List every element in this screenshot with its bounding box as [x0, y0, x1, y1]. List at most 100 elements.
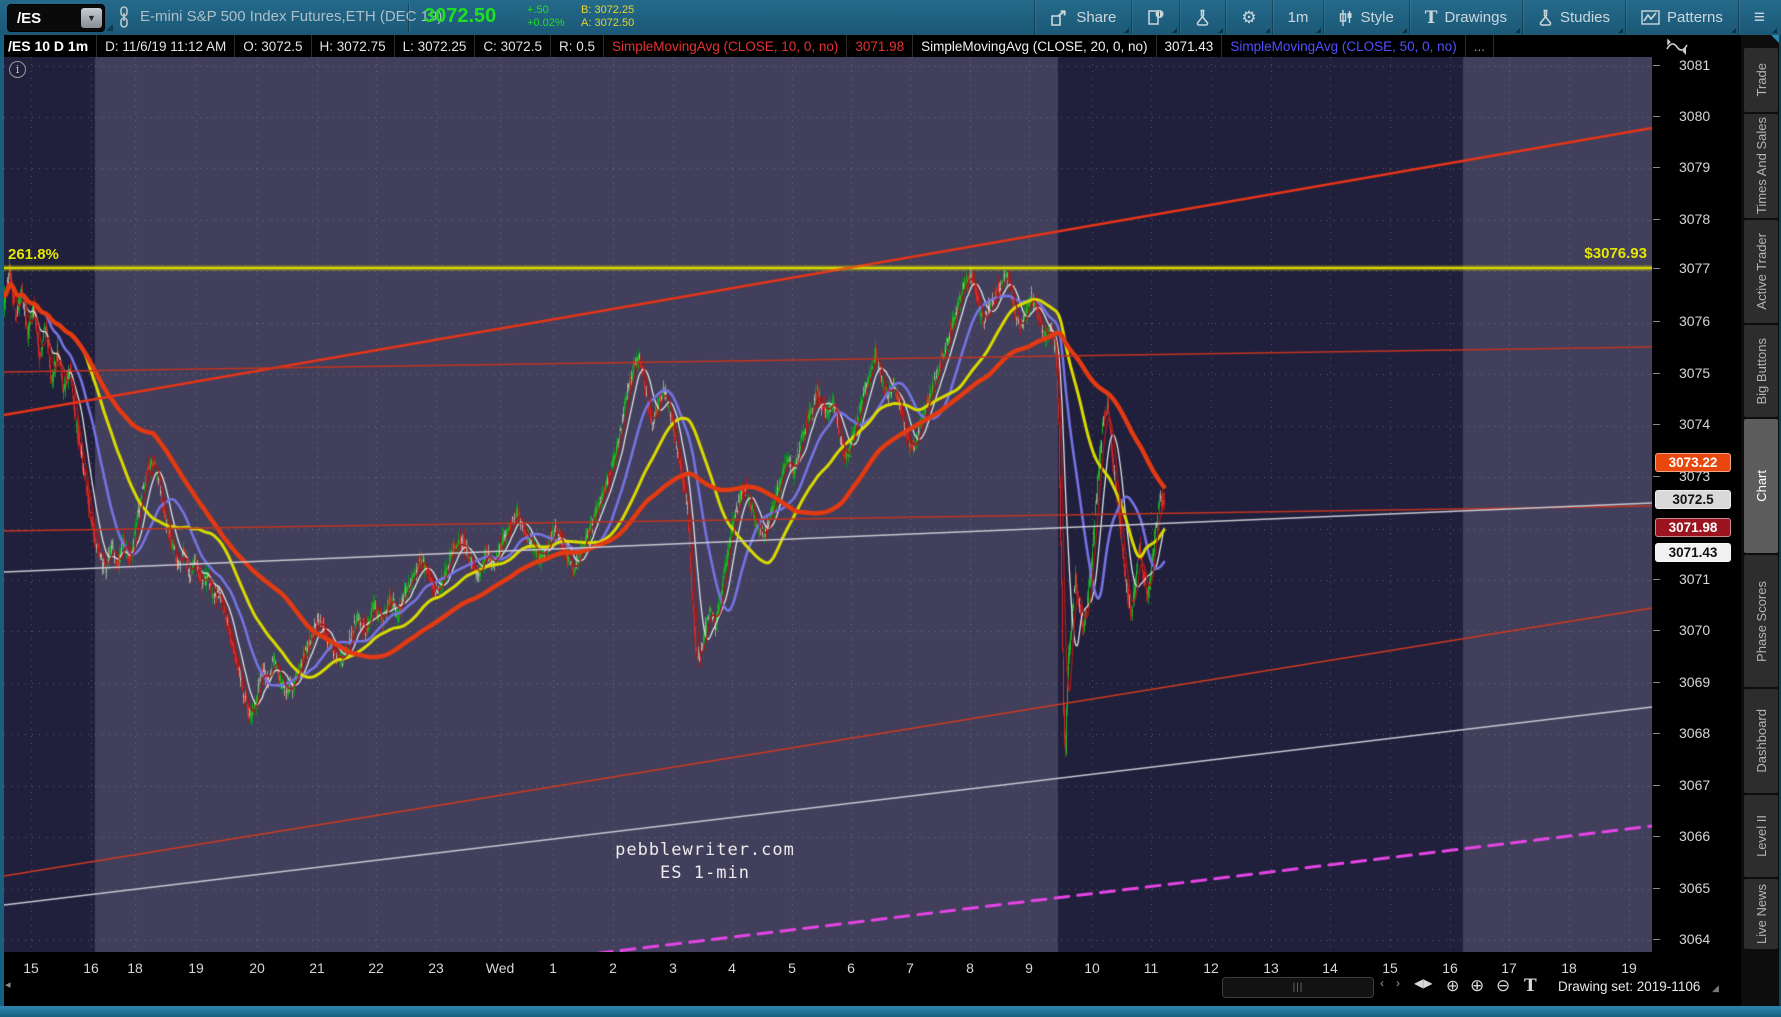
sidebar-tab-phase-scores[interactable]: Phase Scores [1744, 555, 1778, 687]
watermark-site: pebblewriter.com [615, 840, 795, 860]
instrument-description: E-mini S&P 500 Index Futures,ETH (DEC 19… [140, 8, 443, 25]
chart-header-field: 3071.98 [847, 35, 914, 57]
toolbar-separator [408, 4, 409, 31]
svg-text:i: i [1159, 12, 1161, 19]
chart-describe-button[interactable]: i [1131, 0, 1179, 35]
drawing-set-label[interactable]: Drawing set: 2019-1106 [1558, 979, 1701, 994]
watermark-timeframe: ES 1-min [660, 863, 750, 883]
time-tick-label: 7 [906, 960, 914, 976]
analysis-flask-button[interactable] [1179, 0, 1225, 35]
patterns-zigzag-icon [1641, 10, 1660, 25]
zoom-out-icon[interactable]: ⊖ [1496, 976, 1511, 995]
sidebar-tab-label: Dashboard [1753, 709, 1769, 773]
price-tick-label: 3081 [1652, 57, 1710, 73]
studies-button[interactable]: Studies [1521, 0, 1625, 35]
price-badge: 3071.43 [1655, 543, 1731, 562]
time-tick-label: 1 [549, 960, 557, 976]
sidebar-tab-trade[interactable]: Trade [1744, 48, 1778, 112]
sidebar-tab-active-trader[interactable]: Active Trader [1744, 220, 1778, 323]
change-percent: +0.02% [527, 17, 565, 29]
time-tick-label: 13 [1263, 960, 1279, 976]
sidebar-resize-corner[interactable] [1771, 35, 1781, 45]
scroll-left-icon[interactable]: ‹ [1380, 976, 1384, 990]
settings-gear-button[interactable]: ⚙ [1225, 0, 1271, 35]
time-tick-label: 12 [1203, 960, 1219, 976]
pan-far-left-icon[interactable]: ◂ [5, 979, 11, 991]
candlestick-icon [1340, 9, 1352, 26]
chart-header-field: ... [1466, 35, 1494, 57]
symbol-dropdown-button[interactable]: ▼ [81, 8, 102, 28]
horizontal-scrollbar[interactable]: ||| [1222, 977, 1374, 998]
price-tick-label: 3074 [1652, 416, 1710, 432]
toolbar-menu-button[interactable]: ≡ [1737, 0, 1779, 35]
top-toolbar: /ES ▼ E-mini S&P 500 Index Futures,ETH (… [0, 0, 1781, 36]
text-tool-icon: T [1424, 7, 1438, 28]
chart-header-field: H: 3072.75 [312, 35, 395, 57]
sidebar-tab-list: Trade Times And Sales Active Trader Big But… [1744, 48, 1778, 951]
gadget-sidebar: Trade Times And Sales Active Trader Big But… [1741, 35, 1781, 1006]
info-icon[interactable]: i [9, 61, 26, 78]
chart-symbol-period: /ES 10 D 1m [0, 35, 98, 57]
fib-extension-label: 261.8% [8, 246, 59, 263]
time-tick-label: 14 [1322, 960, 1338, 976]
time-tick-label: 23 [428, 960, 444, 976]
zoom-in-icon[interactable]: ⊕ [1470, 976, 1485, 995]
price-badge: 3072.5 [1655, 490, 1731, 509]
sidebar-tab-label: Big Buttons [1753, 337, 1769, 405]
gear-icon: ⚙ [1241, 7, 1257, 27]
expand-horizontal-icon[interactable]: ◀▶ [1414, 976, 1433, 990]
text-note-tool-icon[interactable]: T [1524, 976, 1537, 996]
price-tick-label: 3068 [1652, 725, 1710, 741]
chart-header-field: L: 3072.25 [395, 35, 476, 57]
bid-value: B: 3072.25 [581, 4, 635, 16]
chart-header-field: SimpleMovingAvg (CLOSE, 50, 0, no) [1222, 35, 1466, 57]
price-chart-canvas[interactable] [4, 57, 1652, 952]
time-tick-label: 15 [1382, 960, 1398, 976]
sidebar-tab-big-buttons[interactable]: Big Buttons [1744, 325, 1778, 417]
sidebar-tab-dashboard[interactable]: Dashboard [1744, 689, 1778, 793]
time-axis[interactable]: ◂ ||| ‹ › ◀▶ ⊕ ⊕ ⊖ T Drawing set: 2019-1… [0, 952, 1741, 1006]
price-tick-label: 3080 [1652, 108, 1710, 124]
time-tick-label: 18 [1561, 960, 1577, 976]
drawings-button[interactable]: T Drawings [1408, 0, 1522, 35]
window-edge-right [1779, 35, 1781, 1006]
sidebar-tab-chart[interactable]: Chart [1744, 419, 1778, 553]
timeframe-button[interactable]: 1m [1271, 0, 1324, 35]
sidebar-tab-level-ii[interactable]: Level II [1744, 795, 1778, 877]
sidebar-tab-live-news[interactable]: Live News [1744, 879, 1778, 949]
scroll-right-icon[interactable]: › [1396, 976, 1400, 990]
timeframe-label: 1m [1287, 9, 1309, 26]
time-tick-label: 17 [1501, 960, 1517, 976]
change-value: +.50 [527, 4, 549, 16]
price-tick-label: 3070 [1652, 622, 1710, 638]
chart-restore-icon[interactable] [1664, 37, 1690, 60]
style-button[interactable]: Style [1323, 0, 1408, 35]
drawings-label: Drawings [1444, 9, 1507, 26]
hamburger-menu-icon: ≡ [1753, 6, 1765, 28]
time-tick-label: 4 [728, 960, 736, 976]
chart-header-field: SimpleMovingAvg (CLOSE, 10, 0, no) [604, 35, 848, 57]
time-tick-label: 10 [1084, 960, 1100, 976]
price-tick-label: 3067 [1652, 777, 1710, 793]
sidebar-tab-label: Times And Sales [1753, 117, 1769, 215]
price-change: +.50 +0.02% [527, 4, 565, 30]
price-tick-label: 3065 [1652, 880, 1710, 896]
crosshair-mode-icon[interactable]: ⊕ [1446, 978, 1460, 995]
price-badge: 3071.98 [1655, 518, 1731, 537]
chevron-down-icon: ▼ [87, 13, 96, 23]
time-tick-label: Wed [485, 960, 515, 976]
link-chain-icon[interactable] [118, 6, 130, 28]
symbol-input[interactable]: /ES ▼ [7, 4, 105, 32]
info-icon-glyph: i [15, 63, 20, 76]
price-tick-label: 3078 [1652, 211, 1710, 227]
window-edge-bottom [0, 1006, 1781, 1017]
sidebar-tab-times-and-sales[interactable]: Times And Sales [1744, 114, 1778, 218]
share-button[interactable]: Share [1034, 0, 1131, 35]
patterns-button[interactable]: Patterns [1625, 0, 1738, 35]
price-tick-label: 3066 [1652, 828, 1710, 844]
chart-header-field: O: 3072.5 [235, 35, 312, 57]
price-tick-label: 3071 [1652, 571, 1710, 587]
time-tick-label: 6 [847, 960, 855, 976]
price-axis[interactable]: 3081 3080 3079 3078 3077 3076 3075 3074 3073 3071… [1652, 57, 1741, 952]
